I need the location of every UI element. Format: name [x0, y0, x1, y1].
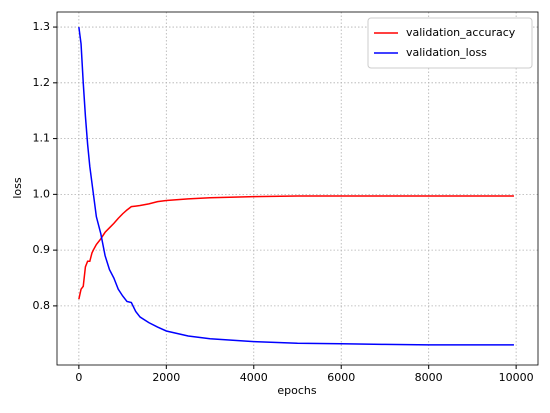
data-line — [78, 195, 514, 300]
x-tick-label: 0 — [75, 371, 82, 384]
y-tick-label: 0.8 — [33, 299, 51, 312]
x-tick-label: 2000 — [152, 371, 180, 384]
y-tick-label: 1.1 — [33, 132, 51, 145]
x-tick-label: 8000 — [415, 371, 443, 384]
x-tick-label: 10000 — [499, 371, 534, 384]
x-axis-label: epochs — [277, 384, 316, 397]
data-line — [78, 26, 514, 346]
plot-frame — [56, 11, 539, 366]
x-tick-label: 6000 — [327, 371, 355, 384]
x-tick-label: 4000 — [240, 371, 268, 384]
legend-label: validation_loss — [406, 46, 487, 59]
y-tick-label: 1.0 — [33, 187, 51, 200]
y-tick-label: 1.2 — [33, 76, 51, 89]
legend-box — [367, 17, 533, 69]
y-axis-label: loss — [11, 177, 24, 199]
legend-label: validation_accuracy — [406, 26, 516, 39]
legend: validation_accuracy validation_loss — [367, 17, 533, 69]
y-tick-label: 0.9 — [33, 243, 51, 256]
y-tick-label: 1.3 — [33, 20, 51, 33]
